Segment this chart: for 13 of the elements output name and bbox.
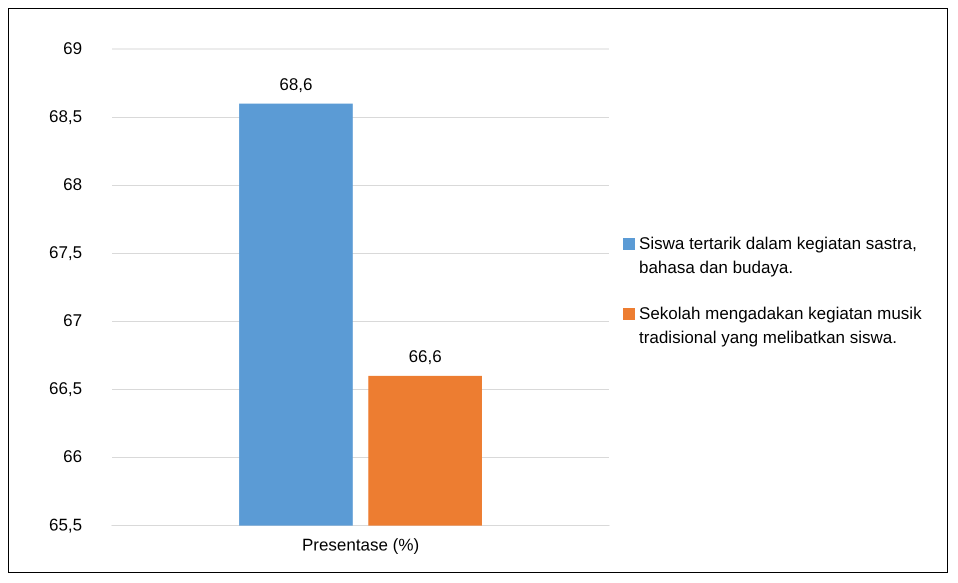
y-tick-label: 67 bbox=[63, 311, 82, 330]
legend-label: Siswa tertarik dalam kegiatan sastra, bahasa dan budaya. bbox=[639, 232, 918, 278]
y-tick-label: 65,5 bbox=[48, 515, 82, 534]
data-label: 66,6 bbox=[408, 347, 442, 366]
data-label: 68,6 bbox=[279, 74, 312, 94]
y-tick-label: 69 bbox=[63, 38, 82, 58]
y-tick-label: 66,5 bbox=[48, 379, 82, 398]
y-tick-label: 68,5 bbox=[48, 106, 82, 126]
y-tick-label: 66 bbox=[63, 447, 82, 466]
legend-label: Sekolah mengadakan kegiatan musik tradisional yang melibatkan siswa. bbox=[639, 302, 923, 348]
y-tick-label: 68 bbox=[63, 175, 82, 194]
y-tick-label: 67,5 bbox=[48, 243, 82, 262]
x-tick-label: Presentase (%) bbox=[302, 535, 420, 554]
